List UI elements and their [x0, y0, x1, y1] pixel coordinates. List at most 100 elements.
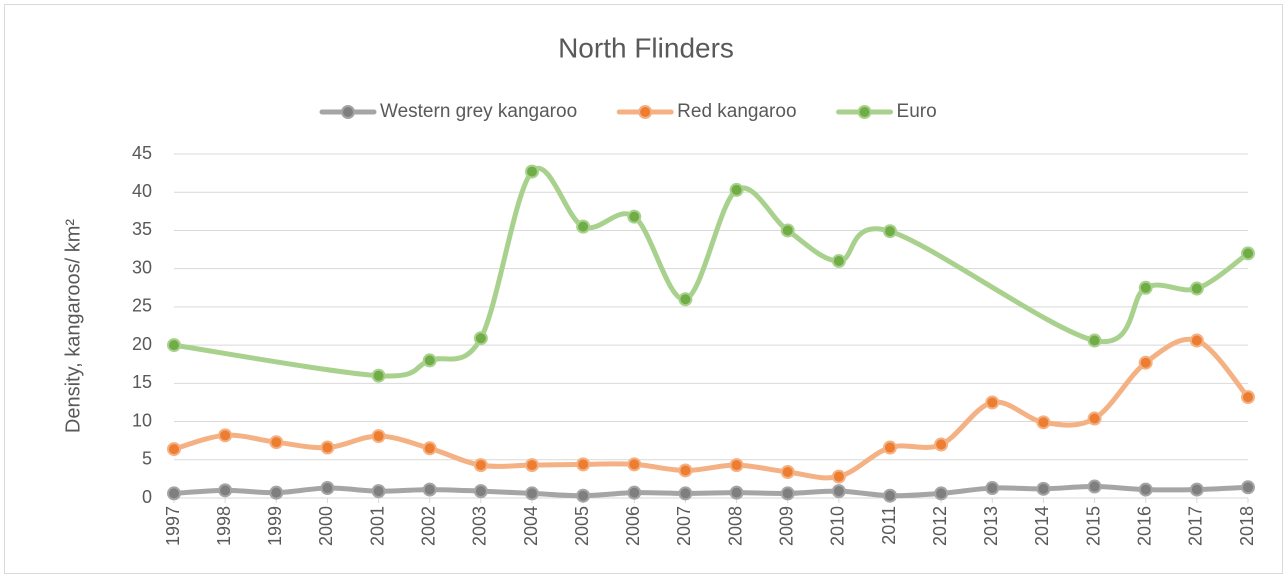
data-point [678, 463, 693, 478]
data-point [1036, 481, 1051, 496]
data-point [1241, 390, 1255, 405]
data-point [371, 484, 386, 499]
x-tick-label: 2010 [828, 506, 848, 546]
x-tick-label: 2013 [981, 506, 1001, 546]
data-point [473, 458, 488, 473]
data-point [371, 429, 386, 444]
data-point [883, 224, 897, 239]
data-point [678, 292, 693, 307]
data-point [1087, 479, 1102, 494]
legend-label: Western grey kangaroo [380, 101, 577, 122]
data-point [831, 254, 846, 269]
data-point [371, 368, 386, 383]
legend-item: Western grey kangaroo [319, 101, 577, 122]
data-point [320, 481, 335, 496]
x-tick-label: 2000 [316, 506, 336, 546]
y-tick-label: 10 [132, 410, 152, 430]
data-point [269, 485, 284, 500]
data-point [627, 457, 642, 472]
x-tick-label: 2008 [725, 506, 745, 546]
x-tick-label: 2004 [521, 506, 541, 546]
data-point [1087, 333, 1102, 348]
x-tick-label: 2003 [470, 506, 490, 546]
data-point [831, 469, 846, 484]
data-point [1036, 415, 1051, 430]
y-tick-label: 40 [132, 181, 152, 201]
data-point [525, 164, 539, 179]
data-point [1241, 246, 1255, 261]
data-point [167, 486, 181, 501]
y-tick-label: 25 [132, 296, 152, 316]
legend-label: Euro [897, 101, 937, 122]
data-point [780, 465, 795, 480]
y-tick-label: 15 [132, 372, 152, 392]
x-tick-label: 2012 [930, 506, 950, 546]
data-point [320, 440, 335, 455]
data-point [218, 483, 233, 498]
legend-swatch-marker [638, 105, 653, 119]
data-point [422, 353, 437, 368]
data-point [1189, 333, 1204, 348]
data-point [1241, 480, 1255, 495]
data-point [422, 441, 437, 456]
legend-swatch-marker [857, 105, 872, 119]
x-tick-label: 1999 [265, 506, 285, 546]
data-point [1138, 355, 1153, 370]
data-point [985, 395, 1000, 410]
data-point [729, 182, 744, 197]
series-line [171, 484, 1251, 499]
x-tick-label: 2005 [572, 506, 592, 546]
data-point [473, 484, 488, 499]
data-point [780, 486, 795, 501]
x-tick-label: 2006 [623, 506, 643, 546]
x-tick-label: 2001 [367, 506, 387, 546]
data-point [883, 488, 897, 503]
chart-title: North Flinders [558, 32, 734, 63]
legend-item: Euro [836, 101, 937, 122]
data-point [678, 486, 693, 501]
data-point [1138, 280, 1153, 295]
x-tick-label: 2007 [674, 506, 694, 546]
legend: Western grey kangaroo Red kangaroo Euro [319, 101, 937, 122]
data-point [422, 482, 437, 497]
data-point [167, 442, 181, 457]
data-point [1189, 482, 1204, 497]
x-tick-label: 2011 [879, 506, 899, 545]
data-point [269, 435, 284, 450]
y-tick-label: 20 [132, 334, 152, 354]
data-point [473, 331, 488, 346]
x-tick-label: 2016 [1134, 506, 1154, 546]
legend-swatch-marker [341, 105, 355, 119]
y-tick-label: 45 [132, 143, 152, 163]
data-point [831, 484, 846, 499]
y-tick-label: 0 [142, 487, 152, 507]
data-point [729, 485, 744, 500]
y-tick-label: 5 [142, 449, 152, 469]
data-point [576, 219, 591, 234]
data-point [218, 428, 233, 443]
x-tick-label: 1998 [214, 506, 234, 546]
data-point [934, 486, 949, 501]
data-point [576, 457, 591, 472]
data-point [1087, 411, 1102, 426]
data-point [576, 488, 591, 503]
y-axis-label: Density, kangaroos/ km² [62, 219, 84, 433]
data-point [883, 440, 897, 455]
series-line [171, 336, 1251, 481]
data-point [525, 486, 539, 501]
data-point [627, 485, 642, 500]
x-tick-label: 2018 [1237, 506, 1257, 546]
data-point [1138, 482, 1153, 497]
data-point [780, 223, 795, 238]
data-point [167, 338, 181, 353]
legend-label: Red kangaroo [677, 101, 796, 122]
data-point [985, 481, 1000, 496]
data-point [934, 437, 949, 452]
x-tick-label: 2014 [1032, 506, 1052, 546]
legend-item: Red kangaroo [616, 101, 797, 122]
chart-border [4, 4, 1283, 574]
data-point [729, 458, 744, 473]
x-tick-label: 2017 [1186, 506, 1206, 546]
x-tick-label: 1997 [163, 506, 183, 546]
